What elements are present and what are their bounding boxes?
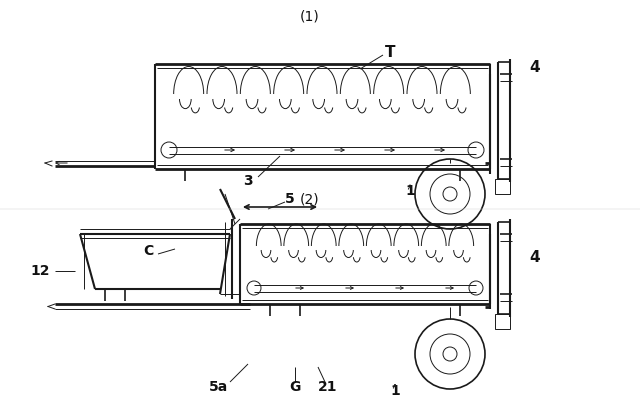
Bar [495,314,510,329]
Text: T: T [385,44,396,59]
Bar [495,179,510,194]
Text: 5a: 5a [209,380,228,394]
Text: 4: 4 [530,59,540,75]
Text: 12: 12 [30,264,50,278]
Text: 5: 5 [285,192,295,206]
Text: 3: 3 [243,174,253,188]
Text: 1: 1 [390,384,400,398]
Text: (2): (2) [300,192,320,206]
Text: 21: 21 [318,380,338,394]
Text: (1): (1) [300,9,320,23]
Text: 1: 1 [405,184,415,198]
Text: 4: 4 [530,249,540,264]
Text: C: C [143,244,153,258]
Text: G: G [289,380,301,394]
